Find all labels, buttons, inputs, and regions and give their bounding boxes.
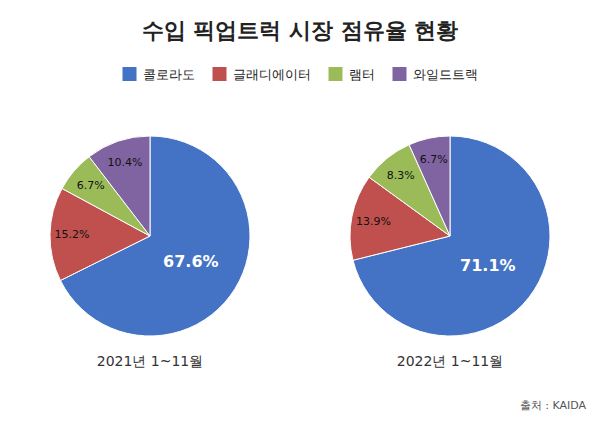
title: 수입 픽업트럭 시장 점유율 현황 bbox=[142, 18, 459, 43]
legend-swatch bbox=[213, 67, 227, 81]
legend-label: 콜로라도 bbox=[143, 67, 195, 82]
pie-slice bbox=[409, 136, 450, 236]
legend: 콜로라도 글래디에이터 램터 와일드트랙 bbox=[123, 67, 478, 82]
data-label: 10.4% bbox=[107, 156, 142, 169]
legend-label: 와일드트랙 bbox=[413, 67, 478, 82]
data-label: 15.2% bbox=[55, 228, 90, 241]
legend-label: 램터 bbox=[349, 67, 375, 82]
pie-subtitle: 2021년 1~11월 bbox=[97, 353, 204, 369]
data-label: 13.9% bbox=[356, 215, 391, 228]
data-label: 6.7% bbox=[77, 179, 105, 192]
legend-swatch bbox=[329, 67, 343, 81]
chart: 수입 픽업트럭 시장 점유율 현황콜로라도 글래디에이터 램터 와일드트랙 67.6% 1… bbox=[0, 0, 600, 423]
pie-subtitle: 2022년 1~11월 bbox=[397, 353, 504, 369]
background bbox=[0, 0, 600, 423]
data-label: 8.3% bbox=[387, 169, 415, 182]
annotation: 출처 : KAIDA bbox=[520, 399, 587, 412]
pie bbox=[350, 136, 550, 336]
data-label: 67.6% bbox=[163, 252, 219, 271]
data-label: 6.7% bbox=[420, 153, 448, 166]
legend-swatch bbox=[123, 67, 137, 81]
legend-swatch bbox=[393, 67, 407, 81]
legend-label: 글래디에이터 bbox=[233, 67, 311, 82]
pie bbox=[50, 136, 250, 336]
data-label: 71.1% bbox=[460, 256, 516, 275]
